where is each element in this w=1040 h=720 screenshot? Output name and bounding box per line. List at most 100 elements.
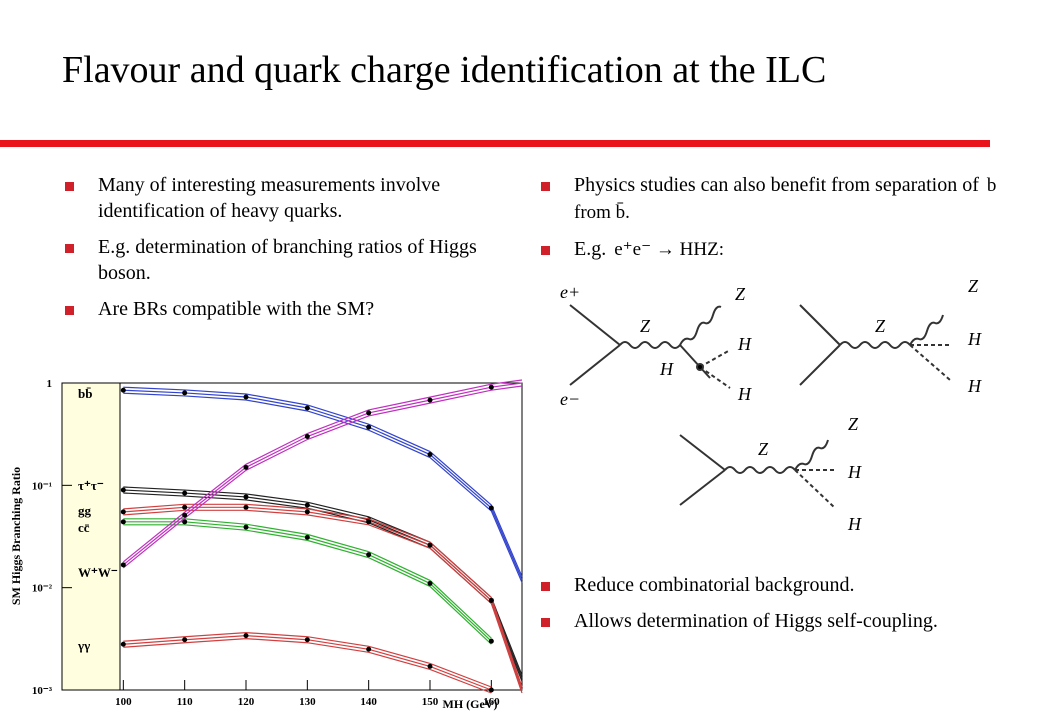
- label: Z: [848, 414, 859, 434]
- data-point: [304, 502, 310, 508]
- data-point: [182, 519, 188, 525]
- data-point: [366, 424, 372, 430]
- left-list: Many of interesting measurements involve…: [62, 172, 482, 332]
- data-point: [366, 552, 372, 558]
- series-label: τ⁺τ⁻: [78, 478, 104, 493]
- series-line: [123, 524, 492, 645]
- data-point: [427, 452, 433, 458]
- data-point: [304, 509, 310, 515]
- label: H: [737, 384, 752, 404]
- diagram: Z Z H H: [799, 276, 982, 396]
- label: e−: [560, 389, 580, 409]
- series-line: [122, 385, 523, 569]
- data-point: [427, 542, 433, 548]
- data-point: [120, 487, 126, 493]
- x-tick-label: 150: [422, 696, 439, 708]
- x-tick-label: 110: [177, 696, 193, 708]
- label: Z: [758, 439, 769, 459]
- data-point: [182, 390, 188, 396]
- br-chart: SM Higgs Branching Ratio MH (GeV) 1 10⁻¹ 1…: [9, 378, 523, 711]
- data-point: [243, 504, 249, 510]
- bullet: Physics studies can also benefit from se…: [538, 172, 998, 226]
- series-line: [123, 638, 492, 694]
- data-point: [488, 505, 494, 511]
- label: e+: [560, 282, 580, 302]
- x-tick-label: 120: [238, 696, 255, 708]
- bullet: E.g. e⁺e⁻ → HHZ:: [538, 236, 998, 263]
- data-point: [120, 509, 126, 515]
- series-label: gg: [78, 503, 92, 518]
- data-point: [488, 384, 494, 390]
- data-point: [366, 519, 372, 525]
- data-point: [427, 663, 433, 669]
- diagram: e+ e− Z Z H H H: [560, 282, 752, 409]
- data-point: [243, 524, 249, 530]
- x-tick-label: 130: [299, 696, 316, 708]
- data-point: [120, 641, 126, 647]
- bullet: Reduce combinatorial background.: [538, 572, 998, 598]
- data-point: [427, 397, 433, 403]
- series-line: [123, 389, 523, 580]
- label: Z: [875, 316, 886, 336]
- series-line: [123, 386, 523, 577]
- formula: e⁺e⁻ → HHZ:: [614, 239, 724, 260]
- label: H: [847, 514, 862, 534]
- data-point: [243, 394, 249, 400]
- series-line: [123, 632, 492, 688]
- data-point: [182, 490, 188, 496]
- label: H: [659, 359, 674, 379]
- bullet: Allows determination of Higgs self-coupl…: [538, 608, 998, 634]
- series-line: [123, 509, 523, 694]
- y-tick-label: 10⁻³: [32, 685, 53, 697]
- y-tick-label: 10⁻²: [32, 583, 53, 595]
- data-point: [243, 633, 249, 639]
- data-point: [243, 464, 249, 470]
- series-line: [123, 506, 523, 691]
- title-rule: [0, 140, 990, 147]
- data-point: [304, 637, 310, 643]
- data-point: [120, 519, 126, 525]
- data-point: [488, 687, 494, 693]
- x-tick-label: 140: [360, 696, 377, 708]
- data-point: [304, 434, 310, 440]
- label: Z: [968, 276, 979, 296]
- x-tick-label: 100: [115, 696, 132, 708]
- series-line: [123, 392, 523, 583]
- data-point: [243, 494, 249, 500]
- label: H: [737, 334, 752, 354]
- data-point: [488, 638, 494, 644]
- bullet: Are BRs compatible with the SM?: [62, 296, 482, 322]
- data-point: [427, 580, 433, 586]
- label: H: [967, 376, 982, 396]
- formula: b from b̄.: [574, 175, 997, 223]
- series-line: [123, 503, 523, 688]
- right-list: Physics studies can also benefit from se…: [538, 172, 998, 273]
- data-point: [182, 512, 188, 518]
- bottom-list: Reduce combinatorial background. Allows …: [538, 572, 998, 644]
- label: H: [967, 329, 982, 349]
- data-point: [366, 410, 372, 416]
- feynman-diagrams: e+ e− Z Z H H H Z Z H H Z Z H H: [560, 276, 982, 534]
- data-point: [304, 534, 310, 540]
- bullet-text: Physics studies can also benefit from se…: [574, 174, 979, 196]
- label: Z: [735, 284, 746, 304]
- bullet: Many of interesting measurements involve…: [62, 172, 482, 224]
- data-point: [366, 646, 372, 652]
- series-line: [122, 379, 523, 563]
- series-label: W⁺W⁻: [78, 565, 118, 580]
- y-axis-label: SM Higgs Branching Ratio: [9, 467, 23, 605]
- plot-frame: [61, 382, 523, 691]
- x-axis-label: MH (GeV): [443, 697, 498, 711]
- y-tick-label: 10⁻¹: [32, 480, 52, 492]
- label: Z: [640, 316, 651, 336]
- data-point: [182, 637, 188, 643]
- x-tick-label: 160: [483, 696, 500, 708]
- diagram: Z Z H H: [679, 414, 862, 534]
- y-tick-label: 1: [47, 378, 53, 390]
- label-band: [62, 383, 120, 690]
- slide-title: Flavour and quark charge identification …: [62, 49, 827, 91]
- series-label: γγ: [77, 638, 90, 653]
- data-point: [120, 387, 126, 393]
- bullet: E.g. determination of branching ratios o…: [62, 234, 482, 286]
